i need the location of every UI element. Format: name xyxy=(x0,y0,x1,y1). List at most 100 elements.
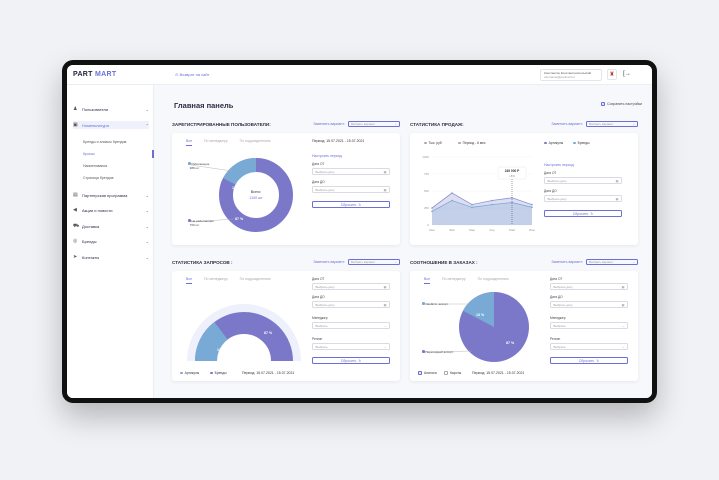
date-to-label: Дата ДО xyxy=(550,295,563,299)
variant-select-value: Выбрать вариант xyxy=(351,122,376,126)
checkbox-icon: ✓ xyxy=(418,371,422,375)
sidebar-item-contacts[interactable]: ➤ Контакты ⌄ xyxy=(73,253,149,261)
sidebar-item-brands[interactable]: ◎ Бренды ⌄ xyxy=(73,237,149,245)
tab-by-manager[interactable]: По менеджеру xyxy=(442,277,466,281)
user-name: Константин Константинопольский xyxy=(544,71,592,75)
setup-period-link[interactable]: Настроить период xyxy=(312,154,342,158)
chevron-down-icon: ⌄ xyxy=(145,106,149,112)
back-to-site-link[interactable]: ⊙ Возврат на сайт xyxy=(175,72,210,77)
date-from-label: Дата ОТ xyxy=(312,162,325,166)
calendar-icon: ▦ xyxy=(383,284,387,289)
page-title: Главная панель xyxy=(174,101,234,110)
legend-dot xyxy=(544,141,547,145)
orders-card-header: СООТНОШЕНИЕ В ЗАКАЗАХ : Заменить вариант… xyxy=(410,257,638,267)
date-from-field[interactable]: Выбрать дату ▦ xyxy=(312,168,390,175)
calendar-icon: ▦ xyxy=(621,284,625,289)
users-tabs: Все По менеджеру По подразделению xyxy=(186,139,271,146)
callout-idle: Не работающие 700 шт xyxy=(188,219,214,227)
manager-select[interactable]: Выбрать ⌄ xyxy=(550,322,628,329)
legend-dot xyxy=(458,141,461,145)
data-point xyxy=(471,206,473,209)
variant-select[interactable]: Выбрать вариант ⌄ xyxy=(348,121,400,127)
region-select[interactable]: Выбрать ⌄ xyxy=(312,343,390,350)
sidebar-item-partners[interactable]: ▤ Партнерская программа ⌄ xyxy=(73,191,149,199)
tab-by-manager[interactable]: По менеджеру xyxy=(204,277,228,281)
legend-dot xyxy=(422,350,425,353)
callout-working: Работающие 389 шт xyxy=(188,162,209,170)
sales-card: СТАТИСТИКА ПРОДАЖ: Заменить вариант: Выб… xyxy=(410,121,638,245)
legend-dot xyxy=(188,219,191,222)
region-select[interactable]: Выбрать ⌄ xyxy=(550,343,628,350)
logo-part: PART xyxy=(73,71,93,78)
data-point xyxy=(491,199,493,202)
callout-transition-assortment: Переходный ассорт. xyxy=(422,350,454,354)
reset-button[interactable]: Сбросить ↻ xyxy=(550,357,628,364)
avatar[interactable]: ♜ xyxy=(607,69,617,80)
sidebar-item-nomenclature[interactable]: ▣ Номенклатура ⌃ xyxy=(73,121,149,129)
region-label: Регион xyxy=(312,337,323,341)
chevron-down-icon: ⌄ xyxy=(383,344,387,349)
chevron-down-icon: ⌄ xyxy=(145,192,149,198)
callout-own-label: Свойств. ассорт. xyxy=(425,302,449,306)
region-label: Регион xyxy=(550,337,561,341)
tab-all[interactable]: Все xyxy=(186,277,193,284)
callout-working-value: 389 шт xyxy=(189,166,200,170)
field-placeholder: Выбрать xyxy=(553,323,566,328)
tab-all[interactable]: Все xyxy=(424,277,431,284)
date-to-field[interactable]: Выбрать дату ▦ xyxy=(550,301,628,308)
sidebar-item-label: Партнерская программа xyxy=(82,192,128,198)
tab-by-manager[interactable]: По менеджеру xyxy=(204,139,228,143)
logout-icon[interactable]: [→ xyxy=(623,71,631,77)
period-text: Период: 15.07.2021 - 15.07.2021 xyxy=(242,371,295,375)
carots-checkbox[interactable]: Кароты xyxy=(444,371,461,375)
date-to-field[interactable]: Выбрать дату ▦ xyxy=(312,301,390,308)
date-to-field[interactable]: Выбрать дату ▦ xyxy=(312,186,390,193)
date-from-field[interactable]: Выбрать дату ▦ xyxy=(312,283,390,290)
pie-label-small: 13 % xyxy=(476,313,485,317)
submenu-names[interactable]: Наименования xyxy=(83,164,108,168)
sidebar-item-users[interactable]: ♟ Пользователи ⌄ xyxy=(73,105,149,113)
submenu-crosses[interactable]: Кроссы xyxy=(83,152,95,156)
refresh-icon: ↻ xyxy=(596,358,600,363)
tab-by-division[interactable]: По подразделению xyxy=(239,277,271,281)
tab-by-division[interactable]: По подразделению xyxy=(477,277,509,281)
callout-idle-value: 700 шт xyxy=(189,223,200,227)
legend-dot xyxy=(422,302,425,305)
legend-dot xyxy=(573,141,576,145)
setup-period-link[interactable]: Настроить период xyxy=(544,163,574,167)
period-legend: Период - 6 мес xyxy=(458,141,486,145)
manager-select[interactable]: Выбрать ⌄ xyxy=(312,322,390,329)
submenu-brands-page[interactable]: Страница брендов xyxy=(83,176,114,180)
variant-select[interactable]: Выбрать вариант ⌄ xyxy=(586,121,638,127)
date-from-field[interactable]: Выбрать дату ▦ xyxy=(544,177,622,184)
user-box[interactable]: Константин Константинопольский username@… xyxy=(540,69,602,81)
sales-title: СТАТИСТИКА ПРОДАЖ: xyxy=(410,121,464,127)
logo[interactable]: PART MART xyxy=(73,71,116,78)
y-tick-label: 1000 xyxy=(422,155,429,159)
sidebar-item-promo[interactable]: ◀ Акции и новости ⌄ xyxy=(73,206,149,214)
tab-by-division[interactable]: По подразделению xyxy=(239,139,271,143)
requests-card: СТАТИСТИКА ЗАПРОСОВ : Заменить вариант: … xyxy=(172,259,400,381)
date-to-field[interactable]: Выбрать дату ▦ xyxy=(544,195,622,202)
legend-brands: Бренды xyxy=(210,371,227,375)
sidebar-item-delivery[interactable]: ⛟ Доставка ⌄ xyxy=(73,222,149,230)
save-settings-checkbox[interactable]: ✓ Сохранить настройки xyxy=(601,102,642,106)
reset-button[interactable]: Сбросить ↻ xyxy=(312,201,390,208)
reset-button[interactable]: Сбросить ↻ xyxy=(312,357,390,364)
variant-select[interactable]: Выбрать вариант ⌄ xyxy=(586,259,638,265)
tab-all[interactable]: Все xyxy=(186,139,193,146)
date-from-field[interactable]: Выбрать дату ▦ xyxy=(550,283,628,290)
unit-label: Тыс. руб xyxy=(428,141,442,145)
variant-select[interactable]: Выбрать вариант ⌄ xyxy=(348,259,400,265)
calendar-icon: ▦ xyxy=(615,178,619,183)
data-point xyxy=(451,199,453,202)
legend-dot xyxy=(424,141,427,145)
reset-button[interactable]: Сбросить ↻ xyxy=(544,210,622,217)
submenu-brands-aliases[interactable]: Бренды и алиасы брендов xyxy=(83,140,127,144)
callout-line xyxy=(423,350,473,353)
legend-dot xyxy=(210,371,213,375)
box-icon: ▣ xyxy=(73,122,78,128)
analogs-checkbox[interactable]: ✓ Аналоги xyxy=(418,371,437,375)
sales-card-header: СТАТИСТИКА ПРОДАЖ: Заменить вариант: Выб… xyxy=(410,119,638,129)
